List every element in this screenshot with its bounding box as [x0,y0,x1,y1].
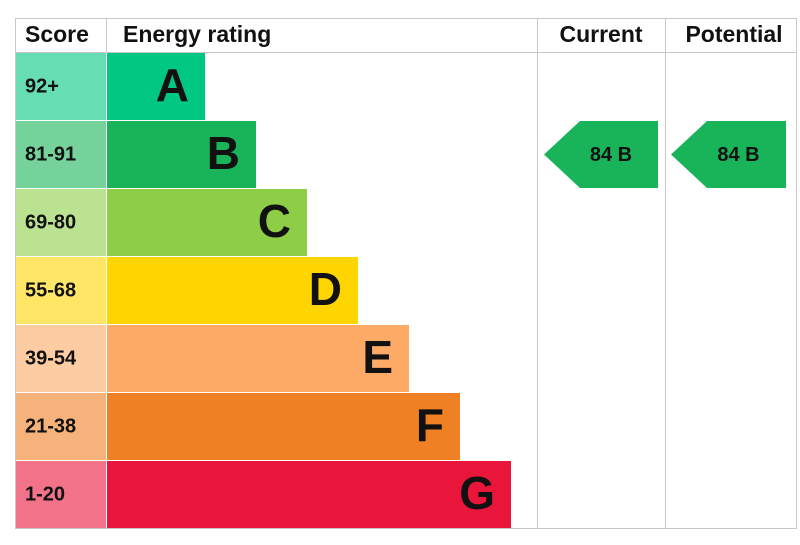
rating-bar [107,189,307,256]
score-label: 81-91 [25,143,76,165]
rating-letter: G [459,467,495,519]
rating-letter: F [416,399,444,451]
rating-bar [107,325,409,392]
score-cell [16,121,106,188]
score-label: 69-80 [25,211,76,233]
current-arrow [544,121,658,188]
rating-bar [107,53,205,120]
rating-letter: E [362,331,393,383]
score-cell [16,461,106,528]
rating-letter: A [156,59,189,111]
score-cell [16,257,106,324]
rating-bar [107,121,256,188]
score-cell [16,189,106,256]
score-label: 21-38 [25,415,76,437]
score-cell [16,325,106,392]
score-cell [16,393,106,460]
score-label: 92+ [25,75,59,97]
score-label: 1-20 [25,483,65,505]
rating-bar [107,461,511,528]
frame [15,18,797,529]
header-rating: Energy rating [123,21,271,47]
header-score: Score [25,21,89,47]
rating-letter: B [207,127,240,179]
current-label: 84 B [590,144,632,166]
score-label: 39-54 [25,347,77,369]
potential-arrow [671,121,786,188]
header-potential: Potential [685,21,782,47]
header-current: Current [559,21,642,47]
score-cell [16,53,106,120]
rating-letter: D [309,263,342,315]
rating-bar [107,257,358,324]
score-label: 55-68 [25,279,76,301]
rating-bar [107,393,460,460]
rating-letter: C [258,195,291,247]
potential-label: 84 B [717,144,759,166]
